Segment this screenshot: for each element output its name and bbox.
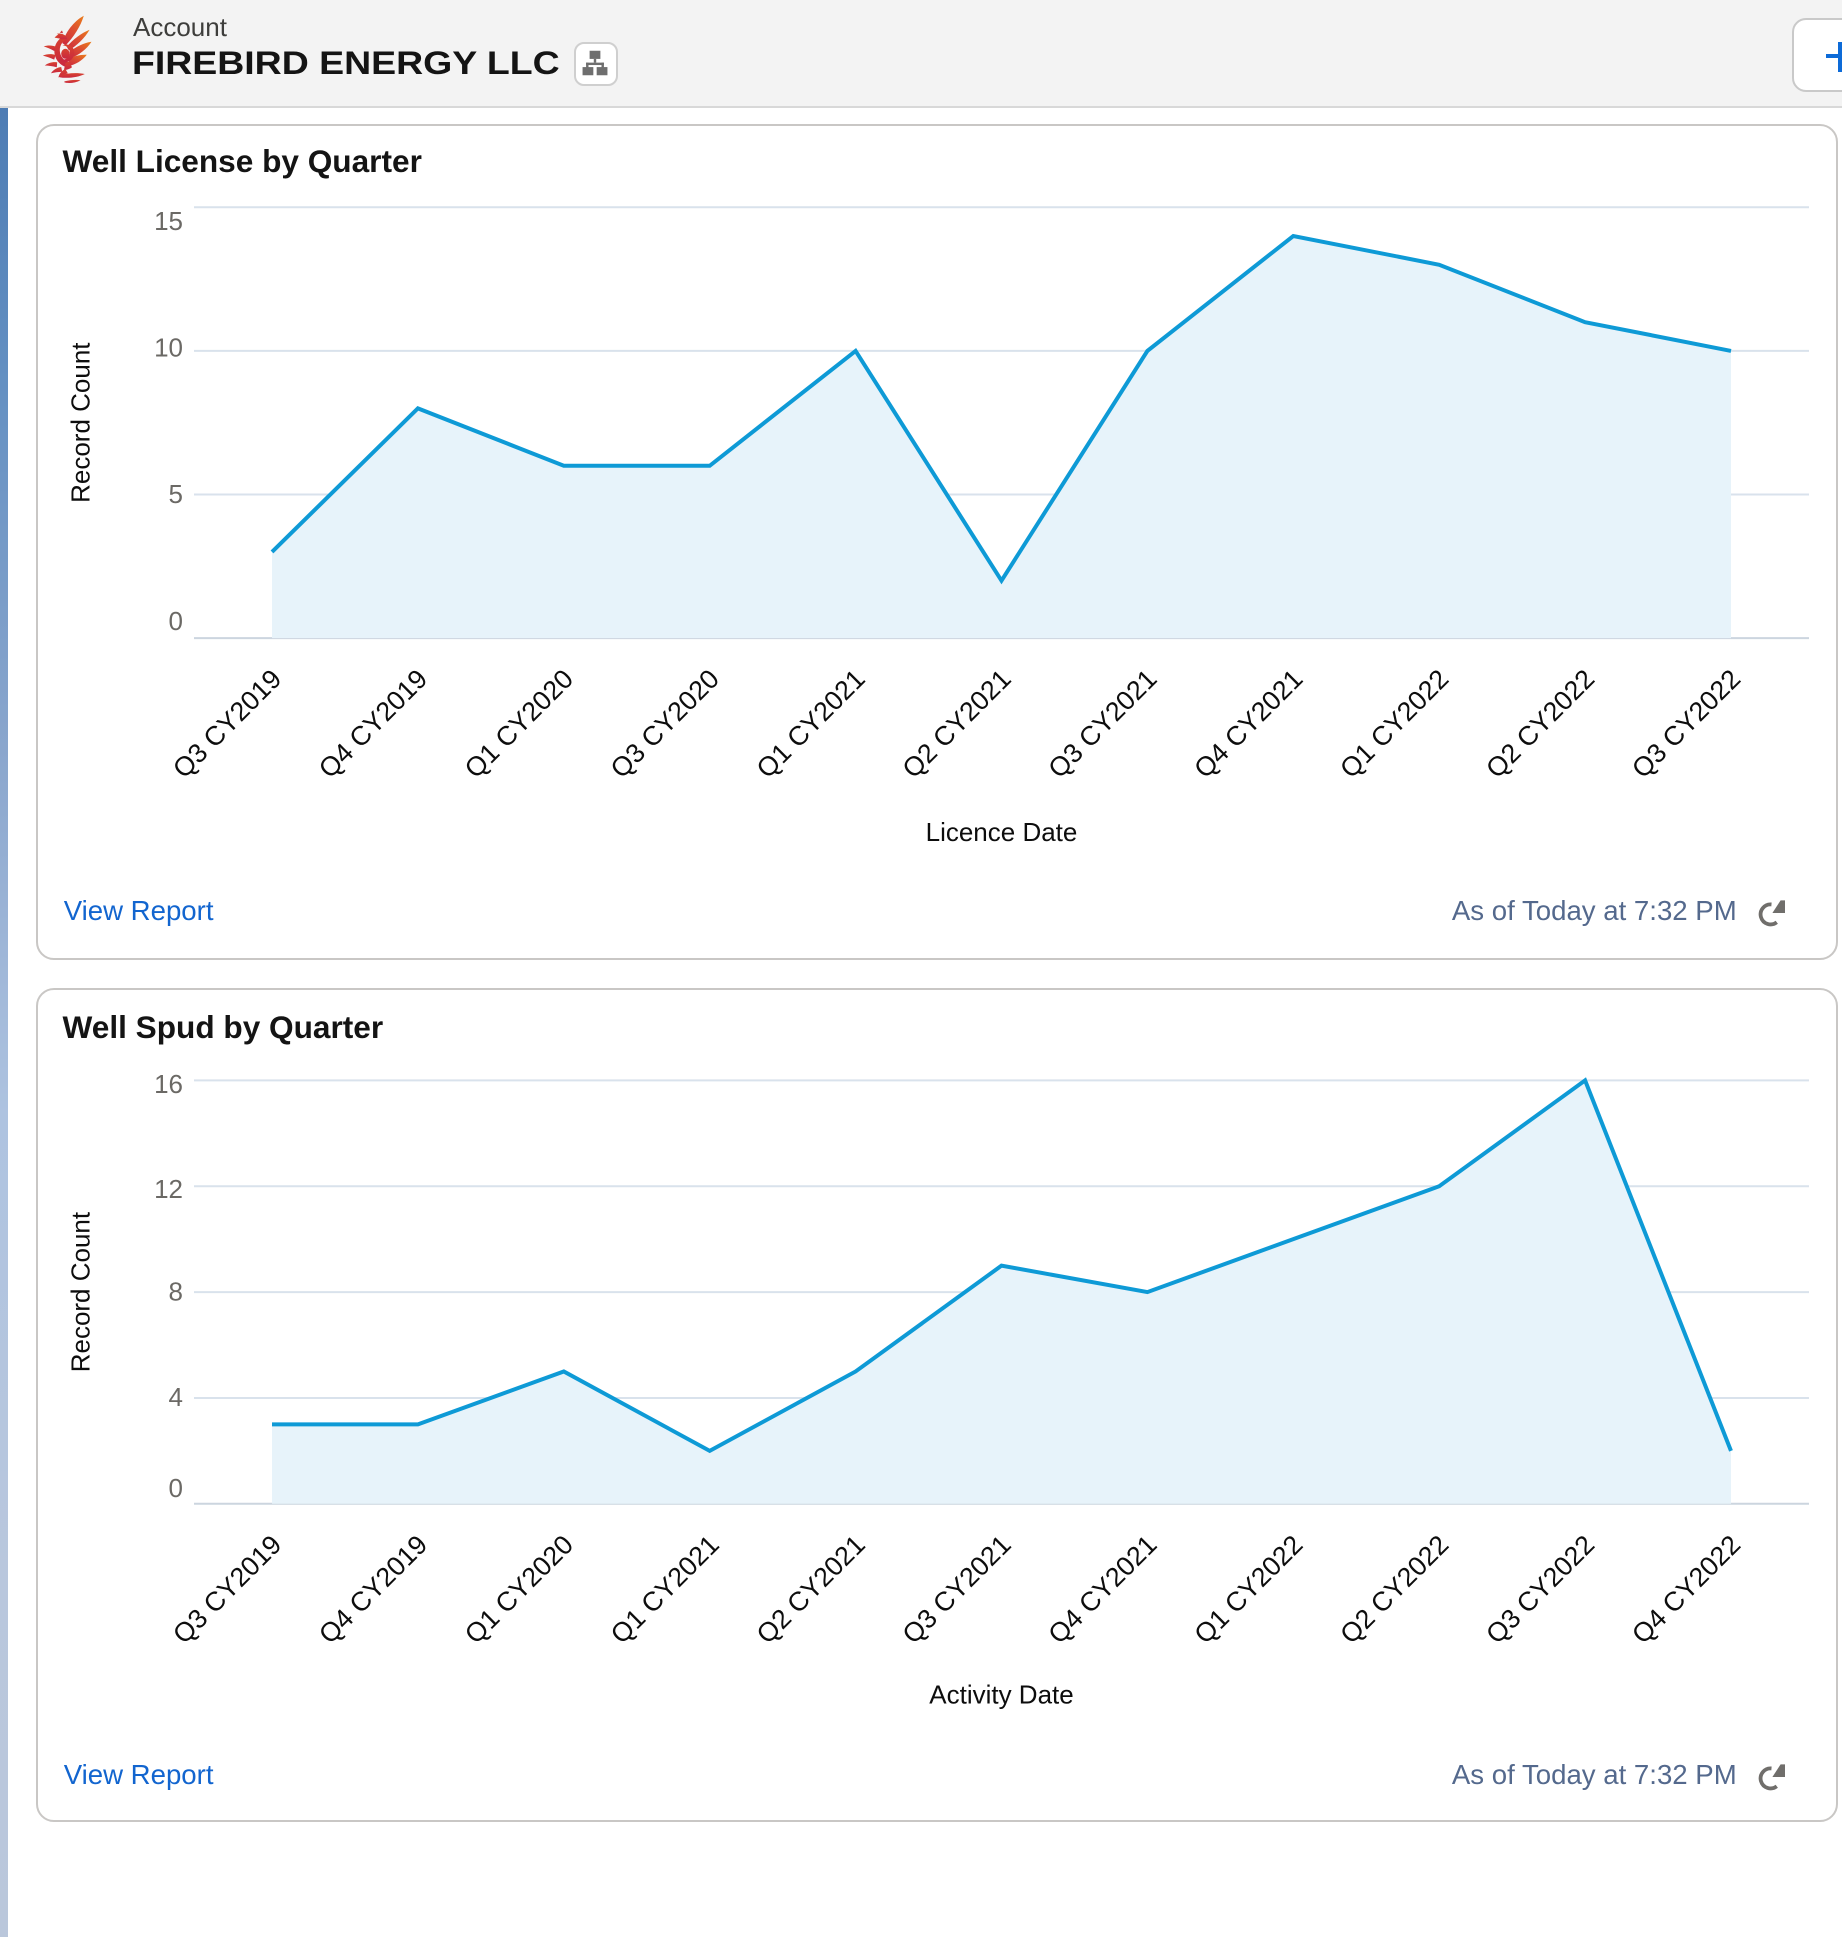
svg-text:Q3 CY2022: Q3 CY2022 xyxy=(1625,663,1745,783)
svg-text:15: 15 xyxy=(153,205,182,235)
svg-text:Q4 CY2022: Q4 CY2022 xyxy=(1625,1530,1745,1650)
svg-text:0: 0 xyxy=(168,605,182,635)
svg-text:12: 12 xyxy=(153,1175,182,1205)
svg-text:Q1 CY2021: Q1 CY2021 xyxy=(604,1530,724,1650)
svg-text:Q4 CY2021: Q4 CY2021 xyxy=(1187,663,1307,783)
svg-text:Q3 CY2021: Q3 CY2021 xyxy=(896,1530,1016,1650)
svg-text:Q3 CY2021: Q3 CY2021 xyxy=(1041,663,1161,783)
svg-text:Q1 CY2021: Q1 CY2021 xyxy=(750,663,870,783)
svg-text:Q3 CY2020: Q3 CY2020 xyxy=(604,663,724,783)
svg-text:Activity Date: Activity Date xyxy=(928,1680,1072,1710)
svg-text:Q2 CY2021: Q2 CY2021 xyxy=(896,663,1016,783)
svg-text:Licence Date: Licence Date xyxy=(925,816,1077,846)
svg-text:8: 8 xyxy=(168,1277,182,1307)
svg-text:Q3 CY2019: Q3 CY2019 xyxy=(166,663,286,783)
svg-text:Q1 CY2022: Q1 CY2022 xyxy=(1187,1530,1307,1650)
svg-text:Q4 CY2019: Q4 CY2019 xyxy=(312,1530,432,1650)
svg-text:Q2 CY2022: Q2 CY2022 xyxy=(1479,663,1599,783)
svg-text:Record Count: Record Count xyxy=(65,1212,95,1373)
svg-text:Q1 CY2022: Q1 CY2022 xyxy=(1333,663,1453,783)
svg-text:Record Count: Record Count xyxy=(65,341,95,502)
svg-text:Q4 CY2019: Q4 CY2019 xyxy=(312,663,432,783)
svg-text:Q3 CY2022: Q3 CY2022 xyxy=(1479,1530,1599,1650)
svg-text:4: 4 xyxy=(168,1383,182,1413)
svg-text:Q4 CY2021: Q4 CY2021 xyxy=(1041,1530,1161,1650)
svg-text:Q1 CY2020: Q1 CY2020 xyxy=(458,1530,578,1650)
svg-text:Q1 CY2020: Q1 CY2020 xyxy=(458,663,578,783)
svg-text:Q2 CY2022: Q2 CY2022 xyxy=(1333,1530,1453,1650)
svg-text:0: 0 xyxy=(168,1474,182,1504)
svg-text:10: 10 xyxy=(153,332,182,362)
svg-text:16: 16 xyxy=(153,1070,182,1100)
svg-text:Q2 CY2021: Q2 CY2021 xyxy=(750,1530,870,1650)
svg-text:Q3 CY2019: Q3 CY2019 xyxy=(166,1530,286,1650)
svg-text:5: 5 xyxy=(168,478,182,508)
